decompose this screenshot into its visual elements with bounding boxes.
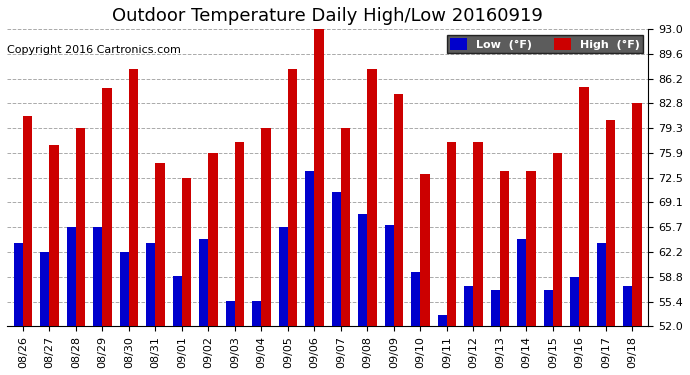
- Bar: [544, 290, 553, 326]
- Bar: [305, 171, 315, 326]
- Legend: Low  (°F), High  (°F): Low (°F), High (°F): [447, 35, 643, 53]
- Bar: [491, 290, 500, 326]
- Bar: [155, 163, 165, 326]
- Bar: [570, 277, 580, 326]
- Bar: [447, 141, 456, 326]
- Text: Copyright 2016 Cartronics.com: Copyright 2016 Cartronics.com: [7, 45, 181, 55]
- Bar: [102, 88, 112, 326]
- Bar: [623, 286, 633, 326]
- Bar: [288, 69, 297, 326]
- Bar: [146, 243, 155, 326]
- Bar: [50, 145, 59, 326]
- Bar: [332, 192, 341, 326]
- Bar: [66, 227, 76, 326]
- Bar: [517, 239, 526, 326]
- Bar: [226, 301, 235, 326]
- Bar: [14, 243, 23, 326]
- Bar: [119, 252, 129, 326]
- Title: Outdoor Temperature Daily High/Low 20160919: Outdoor Temperature Daily High/Low 20160…: [112, 7, 543, 25]
- Bar: [172, 276, 182, 326]
- Bar: [437, 315, 447, 326]
- Bar: [394, 94, 403, 326]
- Bar: [182, 178, 191, 326]
- Bar: [411, 272, 420, 326]
- Bar: [606, 120, 615, 326]
- Bar: [580, 87, 589, 326]
- Bar: [279, 227, 288, 326]
- Bar: [500, 171, 509, 326]
- Bar: [384, 225, 394, 326]
- Bar: [40, 252, 50, 326]
- Bar: [262, 129, 270, 326]
- Bar: [341, 129, 350, 326]
- Bar: [464, 286, 473, 326]
- Bar: [420, 174, 430, 326]
- Bar: [597, 243, 606, 326]
- Bar: [93, 227, 102, 326]
- Bar: [367, 69, 377, 326]
- Bar: [526, 171, 535, 326]
- Bar: [235, 141, 244, 326]
- Bar: [315, 29, 324, 326]
- Bar: [633, 103, 642, 326]
- Bar: [252, 301, 262, 326]
- Bar: [76, 129, 85, 326]
- Bar: [473, 141, 483, 326]
- Bar: [208, 153, 217, 326]
- Bar: [553, 153, 562, 326]
- Bar: [129, 69, 138, 326]
- Bar: [23, 116, 32, 326]
- Bar: [358, 214, 367, 326]
- Bar: [199, 239, 208, 326]
